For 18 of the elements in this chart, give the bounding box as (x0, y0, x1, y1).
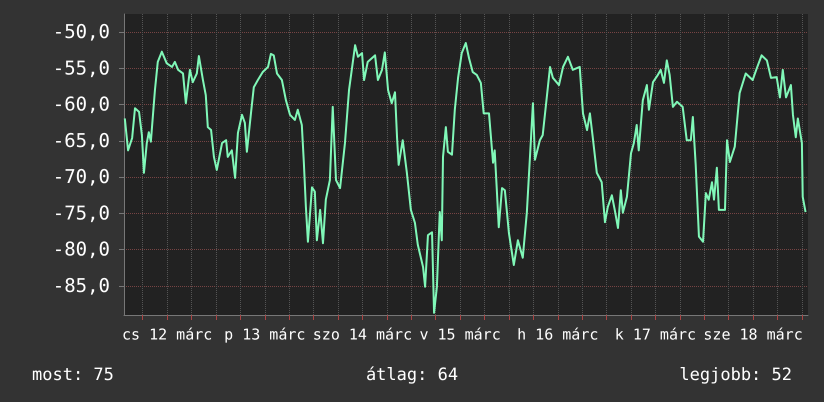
x-tick-label: cs 12 márc (122, 326, 212, 344)
x-tick-label: k 17 márc (614, 326, 696, 344)
text: átlag: 64 (366, 365, 458, 385)
x-tick-label: h 16 márc (517, 326, 598, 344)
text: legjobb: 52 (679, 365, 792, 385)
y-tick-label: -60,0 (52, 94, 110, 116)
x-tick-label: sze 18 márc (703, 326, 803, 344)
x-tick-label: v 15 márc (419, 326, 501, 344)
y-tick-label: -65,0 (52, 130, 110, 152)
y-tick-label: -80,0 (52, 238, 110, 261)
y-tick-label: -75,0 (52, 202, 110, 224)
text: most: 75 (32, 365, 114, 385)
y-tick-label: -50,0 (52, 21, 110, 44)
x-tick-label: p 13 márc (224, 326, 306, 344)
y-tick-label: -85,0 (52, 274, 110, 297)
y-tick-label: -55,0 (52, 57, 110, 80)
y-tick-label: -70,0 (52, 166, 110, 188)
x-tick-label: szo 14 márc (312, 326, 412, 344)
